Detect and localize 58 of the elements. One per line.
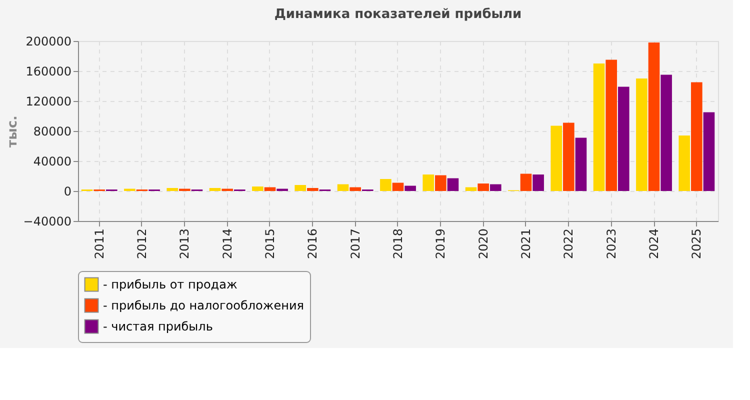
bar	[380, 179, 392, 191]
y-tick-label: 0	[64, 184, 72, 198]
bar	[294, 185, 306, 191]
legend-label: - прибыль до налогообложения	[103, 298, 304, 312]
y-tick-label: 80000	[33, 124, 72, 138]
x-tick-label: 2019	[434, 228, 448, 260]
bar	[350, 187, 361, 191]
bar	[563, 122, 574, 191]
bar	[636, 78, 648, 191]
bar	[703, 112, 715, 191]
bar	[550, 126, 562, 191]
x-tick-label: 2012	[135, 228, 149, 260]
bar	[606, 60, 617, 191]
y-tick-label: 200000	[26, 34, 72, 48]
bar	[593, 64, 605, 191]
bar	[307, 188, 318, 191]
bar	[678, 136, 690, 191]
legend-label: - прибыль от продаж	[103, 278, 238, 292]
bar	[618, 86, 630, 191]
bar	[575, 138, 587, 191]
x-tick-label: 2025	[690, 228, 704, 260]
y-tick-label: −40000	[23, 214, 72, 228]
bar	[532, 174, 544, 191]
bar	[337, 184, 349, 191]
bar	[422, 174, 434, 191]
bar	[520, 174, 532, 191]
y-tick-label: 120000	[26, 94, 72, 108]
y-tick-label: 40000	[33, 154, 72, 168]
x-tick-label: 2020	[476, 228, 490, 260]
bar	[264, 187, 276, 191]
x-tick-label: 2017	[348, 228, 362, 260]
x-tick-label: 2022	[562, 228, 576, 260]
bar	[660, 74, 672, 191]
x-tick-label: 2015	[263, 228, 277, 260]
bar	[392, 182, 404, 191]
bar	[691, 82, 702, 191]
bar	[435, 175, 446, 191]
x-tick-label: 2014	[220, 228, 234, 260]
bar	[252, 186, 264, 191]
bar	[465, 187, 477, 191]
x-tick-label: 2018	[391, 228, 405, 260]
x-tick-label: 2016	[306, 228, 320, 260]
bar	[404, 186, 416, 191]
y-axis-title: тыс.	[5, 116, 20, 148]
chart-title: Динамика показателей прибыли	[274, 7, 522, 22]
bar	[478, 184, 489, 191]
x-tick-label: 2011	[92, 228, 106, 260]
y-tick-label: 160000	[26, 64, 72, 78]
bar	[166, 188, 178, 191]
bar	[447, 178, 459, 191]
x-tick-label: 2013	[178, 228, 192, 260]
bar	[490, 184, 502, 191]
x-tick-label: 2021	[519, 228, 533, 260]
x-tick-label: 2023	[604, 228, 618, 260]
legend-label: - чистая прибыль	[103, 320, 213, 334]
x-tick-label: 2024	[647, 228, 661, 260]
bar	[209, 188, 221, 191]
bar	[648, 42, 660, 191]
